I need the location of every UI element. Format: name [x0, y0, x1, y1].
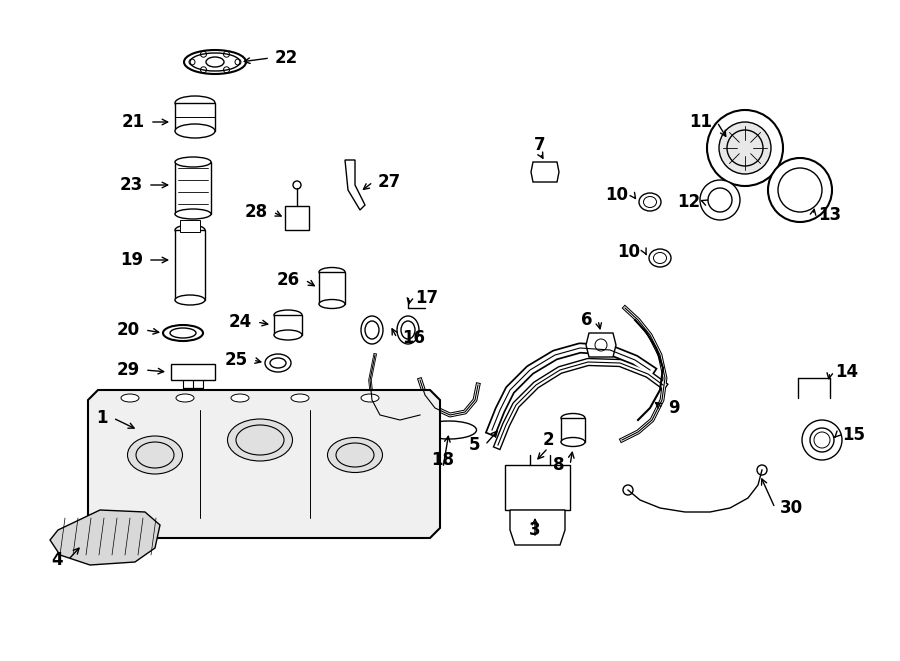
Ellipse shape: [176, 394, 194, 402]
Ellipse shape: [328, 438, 382, 473]
Polygon shape: [510, 510, 565, 545]
Polygon shape: [586, 333, 616, 357]
Text: 20: 20: [117, 321, 140, 339]
Text: 10: 10: [617, 243, 640, 261]
Polygon shape: [505, 465, 570, 510]
Text: 29: 29: [117, 361, 140, 379]
Polygon shape: [88, 390, 440, 538]
Ellipse shape: [274, 310, 302, 320]
Text: 22: 22: [275, 49, 298, 67]
Ellipse shape: [175, 225, 205, 235]
Ellipse shape: [361, 316, 383, 344]
Ellipse shape: [319, 299, 345, 309]
Text: 5: 5: [469, 436, 480, 454]
Ellipse shape: [639, 193, 661, 211]
Polygon shape: [531, 162, 559, 182]
Bar: [274, 315, 302, 335]
Text: 30: 30: [780, 499, 803, 517]
Ellipse shape: [361, 394, 379, 402]
Polygon shape: [345, 160, 365, 210]
Circle shape: [719, 122, 771, 174]
Ellipse shape: [270, 358, 286, 368]
Ellipse shape: [397, 316, 419, 344]
Bar: [319, 272, 345, 304]
Ellipse shape: [231, 394, 249, 402]
Text: 18: 18: [431, 451, 454, 469]
Circle shape: [802, 420, 842, 460]
Ellipse shape: [228, 419, 292, 461]
Ellipse shape: [649, 249, 671, 267]
Ellipse shape: [561, 438, 585, 446]
Bar: [285, 206, 309, 230]
Text: 28: 28: [245, 203, 268, 221]
Ellipse shape: [128, 436, 183, 474]
Bar: [180, 220, 200, 232]
Ellipse shape: [206, 57, 224, 67]
Text: 25: 25: [225, 351, 248, 369]
Bar: [175, 103, 215, 131]
Bar: [561, 418, 585, 442]
Ellipse shape: [190, 53, 240, 71]
Ellipse shape: [561, 414, 585, 422]
Polygon shape: [50, 510, 160, 565]
Text: 23: 23: [120, 176, 143, 194]
Bar: [175, 162, 211, 214]
Circle shape: [707, 110, 783, 186]
Ellipse shape: [175, 124, 215, 138]
Ellipse shape: [175, 96, 215, 110]
Ellipse shape: [319, 268, 345, 276]
Text: 19: 19: [120, 251, 143, 269]
Text: 15: 15: [842, 426, 865, 444]
Text: 7: 7: [535, 136, 545, 154]
Ellipse shape: [184, 50, 246, 74]
Text: 11: 11: [689, 113, 712, 131]
Circle shape: [768, 158, 832, 222]
Text: 27: 27: [378, 173, 401, 191]
Ellipse shape: [365, 321, 379, 339]
Ellipse shape: [291, 394, 309, 402]
Text: 14: 14: [835, 363, 858, 381]
Text: 8: 8: [554, 456, 565, 474]
Ellipse shape: [170, 328, 196, 338]
Ellipse shape: [175, 295, 205, 305]
Text: 4: 4: [51, 551, 63, 569]
Text: 9: 9: [668, 399, 680, 417]
Text: 6: 6: [581, 311, 593, 329]
Circle shape: [700, 180, 740, 220]
Text: 2: 2: [542, 431, 554, 449]
Ellipse shape: [175, 209, 211, 219]
Text: 16: 16: [402, 329, 425, 347]
Text: 12: 12: [677, 193, 700, 211]
Text: 21: 21: [122, 113, 145, 131]
Ellipse shape: [401, 321, 415, 339]
Polygon shape: [171, 364, 215, 380]
Text: 13: 13: [818, 206, 842, 224]
Text: 1: 1: [96, 409, 108, 427]
Ellipse shape: [265, 354, 291, 372]
Ellipse shape: [121, 394, 139, 402]
Ellipse shape: [175, 157, 211, 167]
Ellipse shape: [274, 330, 302, 340]
Bar: [175, 230, 205, 300]
Text: 26: 26: [277, 271, 300, 289]
Ellipse shape: [163, 325, 203, 341]
Text: 10: 10: [605, 186, 628, 204]
Text: 3: 3: [529, 521, 541, 539]
Ellipse shape: [421, 421, 476, 439]
Text: 17: 17: [415, 289, 438, 307]
Text: 24: 24: [229, 313, 252, 331]
